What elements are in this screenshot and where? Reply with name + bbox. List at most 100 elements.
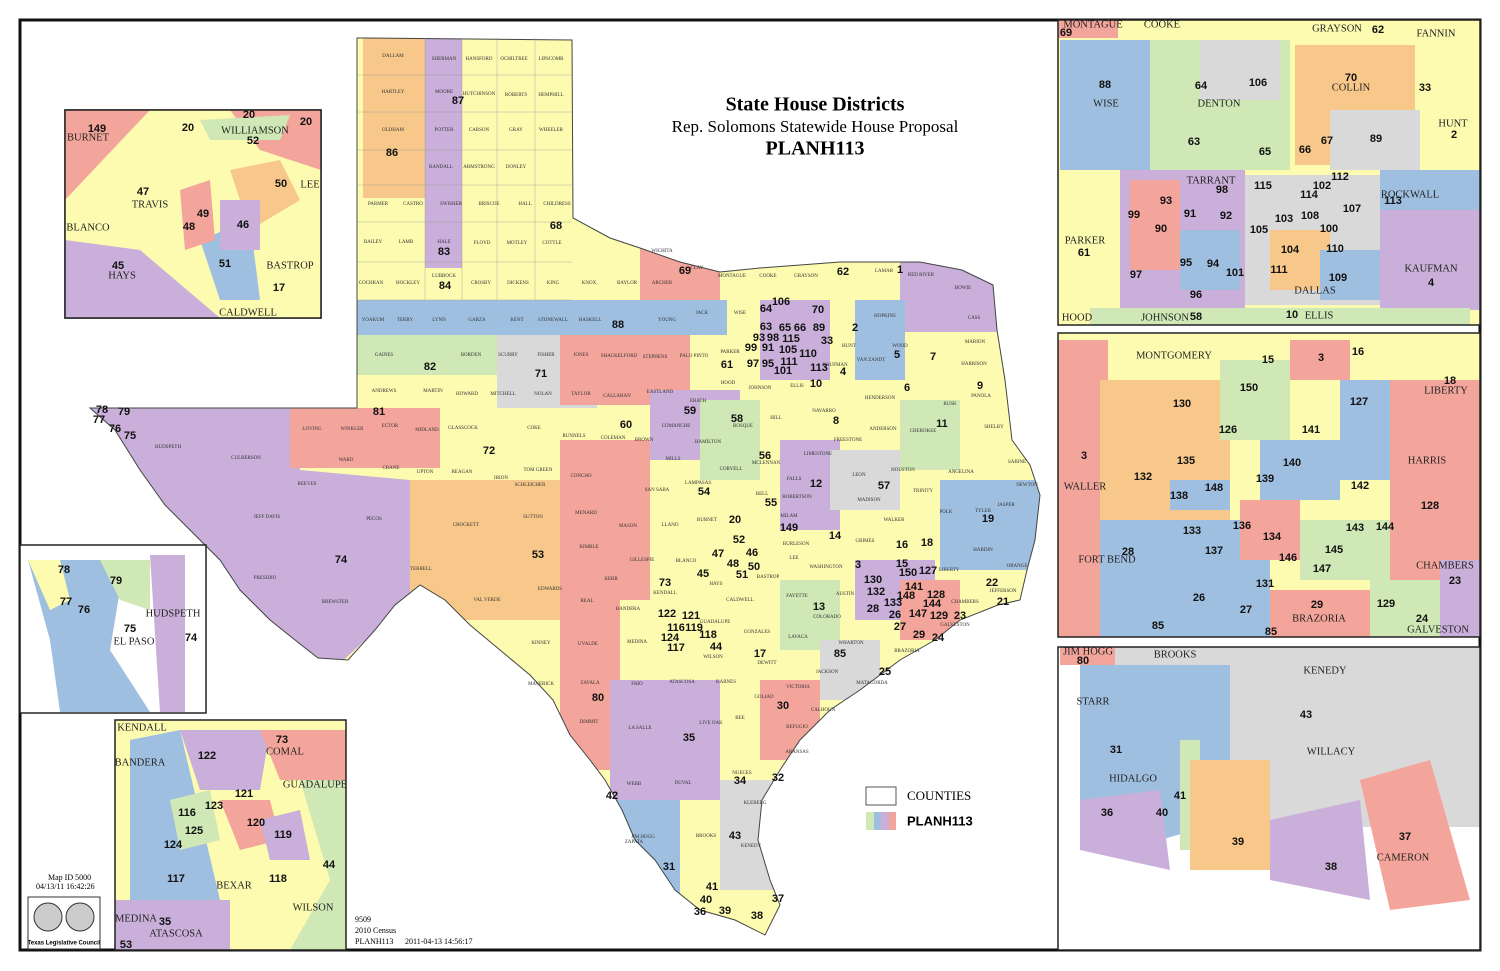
county-label: CROSBY: [471, 281, 491, 286]
county-label: WISE: [1093, 98, 1119, 109]
county-label: BREWSTER: [322, 600, 349, 605]
district-label: 78: [58, 564, 70, 576]
county-label: BRAZORIA: [1292, 613, 1346, 624]
county-label: WILSON: [293, 902, 334, 913]
county-label: AUSTIN: [836, 592, 855, 597]
county-label: DENTON: [1198, 98, 1241, 109]
district-label: 43: [729, 830, 741, 842]
district-label: 34: [734, 775, 747, 787]
district-label: 14: [829, 530, 842, 542]
district-label: 81: [373, 406, 385, 418]
county-label: LIVE OAK: [699, 721, 723, 726]
county-label: MASON: [619, 524, 637, 529]
subtitle: Rep. Solomons Statewide House Proposal: [672, 117, 959, 136]
district-label: 76: [78, 604, 90, 616]
district-label: 22: [986, 577, 998, 589]
district-label: 2: [1451, 129, 1457, 141]
county-label: ATASCOSA: [149, 928, 203, 939]
district-label: 44: [323, 859, 336, 871]
county-label: LAMAR: [875, 269, 894, 274]
texas-outline: [88, 37, 1041, 936]
district-label: 144: [1376, 521, 1395, 533]
district-label: 31: [1110, 744, 1122, 756]
county-label: JEFFERSON: [990, 589, 1017, 594]
county-label: HENDERSON: [865, 396, 896, 401]
county-label: KENDALL: [117, 722, 167, 733]
district-label: 27: [894, 621, 906, 633]
county-label: FLOYD: [474, 241, 491, 246]
district-label: 61: [721, 359, 733, 371]
county-label: HANSFORD: [466, 57, 493, 62]
district-label: 49: [197, 208, 209, 220]
county-label: CAMERON: [1377, 852, 1430, 863]
seal: [33, 902, 63, 932]
district-label: 118: [269, 873, 287, 885]
county-label: ROBERTSON: [782, 495, 812, 500]
district-label: 117: [667, 642, 685, 654]
county-label: HUNT: [842, 344, 856, 349]
district-label: 63: [1188, 136, 1200, 148]
district-label: 5: [894, 349, 900, 361]
county-label: BRAZORIA: [894, 649, 920, 654]
district-label: 50: [275, 178, 287, 190]
district-label: 87: [452, 95, 464, 107]
county-label: MONTAGUE: [1063, 19, 1122, 30]
county-label: LLANO: [662, 523, 679, 528]
district-label: 9: [977, 380, 983, 392]
county-label: YOUNG: [658, 318, 676, 323]
county-label: ARANSAS: [785, 750, 809, 755]
district-label: 53: [120, 939, 132, 951]
district-label: 18: [921, 537, 933, 549]
legend-plan-swatch: [866, 812, 896, 830]
district-label: 17: [273, 282, 285, 294]
district-label: 15: [1262, 354, 1274, 366]
county-label: HAYS: [108, 270, 136, 281]
county-label: KNOX: [582, 281, 597, 286]
county-label: CALDWELL: [219, 307, 277, 318]
county-label: CARSON: [469, 128, 490, 133]
district-label: 104: [1281, 244, 1300, 256]
county-label: UPTON: [417, 470, 434, 475]
district-label: 12: [810, 478, 822, 490]
district-label: 97: [747, 358, 759, 370]
district-label: 121: [682, 610, 700, 622]
district-label: 70: [812, 304, 824, 316]
district-label: 45: [697, 568, 709, 580]
county-label: DUVAL: [675, 781, 692, 786]
district-label: 123: [205, 800, 223, 812]
county-label: GAINES: [375, 353, 394, 358]
district-label: 63: [760, 321, 772, 333]
district-label: 45: [112, 260, 124, 272]
district-label: 94: [1207, 258, 1220, 270]
district-label: 109: [1329, 272, 1347, 284]
census: 2010 Census: [355, 926, 396, 935]
district-label: 106: [1249, 77, 1267, 89]
district-label: 147: [909, 608, 927, 620]
county-label: HAMILTON: [695, 440, 722, 445]
county-label: PALO PINTO: [680, 354, 709, 359]
county-label: SAN SABA: [645, 488, 670, 493]
district-label: 80: [592, 692, 604, 704]
county-label: ERATH: [690, 399, 707, 404]
county-label: CHAMBERS: [1416, 560, 1474, 571]
county-label: NEWTON: [1016, 483, 1038, 488]
county-label: CASTRO: [403, 202, 423, 207]
county-label: TERRY: [397, 318, 414, 323]
district-label: 98: [767, 332, 779, 344]
district-label: 127: [1350, 396, 1368, 408]
district-label: 77: [93, 414, 105, 426]
county-label: SHERMAN: [432, 57, 457, 62]
county-label: WHEELER: [539, 128, 564, 133]
county-label: DICKENS: [507, 281, 529, 286]
district-label: 30: [777, 700, 789, 712]
district-label: 78: [96, 404, 108, 416]
district-label: 85: [1265, 626, 1277, 638]
county-label: KENEDY: [741, 844, 762, 849]
district-label: 108: [1301, 210, 1319, 222]
county-label: COOKE: [1144, 19, 1180, 30]
district-label: 113: [810, 362, 828, 374]
county-label: JACKSON: [816, 670, 839, 675]
district-label: 64: [760, 303, 773, 315]
county-grid: [357, 38, 572, 301]
county-label: MENARD: [575, 511, 597, 516]
